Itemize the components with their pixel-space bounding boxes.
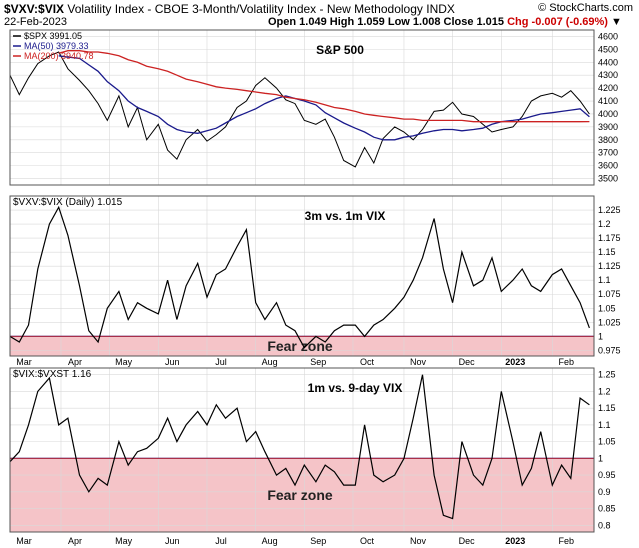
panel-frame bbox=[10, 30, 594, 185]
x-tick-label: Oct bbox=[360, 357, 375, 367]
x-tick-label: Oct bbox=[360, 536, 375, 546]
panel-frame bbox=[10, 196, 594, 356]
y-tick-label: 1.05 bbox=[598, 437, 616, 447]
panel-annotation: S&P 500 bbox=[316, 43, 364, 57]
panel-annotation: 1m vs. 9-day VIX bbox=[308, 381, 403, 395]
x-tick-label: Sep bbox=[310, 357, 326, 367]
legend-entry: MA(200) 3940.78 bbox=[24, 51, 94, 61]
x-tick-label: 2023 bbox=[505, 536, 525, 546]
y-tick-label: 1.25 bbox=[598, 370, 616, 380]
legend-entry: MA(50) 3979.33 bbox=[24, 41, 89, 51]
y-tick-label: 1 bbox=[598, 331, 603, 341]
y-tick-label: 4300 bbox=[598, 70, 618, 80]
y-tick-label: 0.95 bbox=[598, 470, 616, 480]
y-tick-label: 1.1 bbox=[598, 420, 611, 430]
chart-canvas: 3500 3600 3700 3800 3900 4000 4100 4200 4300 4400… bbox=[0, 0, 639, 548]
legend-entry: $VIX:$VXST 1.16 bbox=[13, 369, 92, 380]
y-tick-label: 1.175 bbox=[598, 233, 621, 243]
x-tick-label: Dec bbox=[459, 536, 476, 546]
x-tick-label: May bbox=[115, 536, 133, 546]
x-tick-label: Jun bbox=[165, 357, 180, 367]
y-tick-label: 4100 bbox=[598, 96, 618, 106]
ratio-line bbox=[10, 207, 589, 347]
y-tick-label: 4200 bbox=[598, 83, 618, 93]
spx-line bbox=[10, 52, 589, 167]
x-tick-label: Sep bbox=[310, 536, 326, 546]
legend-entry: $VXV:$VIX (Daily) 1.015 bbox=[13, 197, 123, 208]
y-tick-label: 1.15 bbox=[598, 403, 616, 413]
y-tick-label: 1.075 bbox=[598, 289, 621, 299]
legend-entry: $SPX 3991.05 bbox=[24, 31, 82, 41]
x-tick-label: Feb bbox=[559, 536, 575, 546]
x-tick-label: Jun bbox=[165, 536, 180, 546]
y-tick-label: 1.2 bbox=[598, 219, 611, 229]
x-tick-label: Jul bbox=[215, 536, 227, 546]
y-tick-label: 1.2 bbox=[598, 386, 611, 396]
y-tick-label: 3600 bbox=[598, 161, 618, 171]
y-tick-label: 4500 bbox=[598, 44, 618, 54]
y-tick-label: 4000 bbox=[598, 109, 618, 119]
x-tick-label: Mar bbox=[16, 536, 32, 546]
y-tick-label: 1 bbox=[598, 453, 603, 463]
x-tick-label: 2023 bbox=[505, 357, 525, 367]
x-tick-label: Apr bbox=[68, 536, 82, 546]
y-tick-label: 0.9 bbox=[598, 487, 611, 497]
y-tick-label: 1.025 bbox=[598, 317, 621, 327]
x-tick-label: Apr bbox=[68, 357, 82, 367]
y-tick-label: 4400 bbox=[598, 57, 618, 67]
x-tick-label: Jul bbox=[215, 357, 227, 367]
x-tick-label: Nov bbox=[410, 536, 427, 546]
y-tick-label: 1.125 bbox=[598, 261, 621, 271]
y-tick-label: 0.975 bbox=[598, 345, 621, 355]
y-tick-label: 1.05 bbox=[598, 303, 616, 313]
y-tick-label: 3900 bbox=[598, 122, 618, 132]
x-tick-label: Feb bbox=[559, 357, 575, 367]
y-tick-label: 0.8 bbox=[598, 520, 611, 530]
y-tick-label: 0.85 bbox=[598, 504, 616, 514]
y-tick-label: 1.15 bbox=[598, 247, 616, 257]
y-tick-label: 1.1 bbox=[598, 275, 611, 285]
y-tick-label: 4600 bbox=[598, 31, 618, 41]
y-tick-label: 3800 bbox=[598, 135, 618, 145]
fear-zone-label: Fear zone bbox=[267, 487, 333, 503]
y-tick-label: 1.225 bbox=[598, 205, 621, 215]
panel-annotation: 3m vs. 1m VIX bbox=[305, 209, 386, 223]
x-tick-label: Dec bbox=[459, 357, 476, 367]
x-tick-label: May bbox=[115, 357, 133, 367]
x-tick-label: Mar bbox=[16, 357, 32, 367]
x-tick-label: Nov bbox=[410, 357, 427, 367]
x-tick-label: Aug bbox=[262, 536, 278, 546]
y-tick-label: 3500 bbox=[598, 174, 618, 184]
y-tick-label: 3700 bbox=[598, 148, 618, 158]
x-tick-label: Aug bbox=[262, 357, 278, 367]
